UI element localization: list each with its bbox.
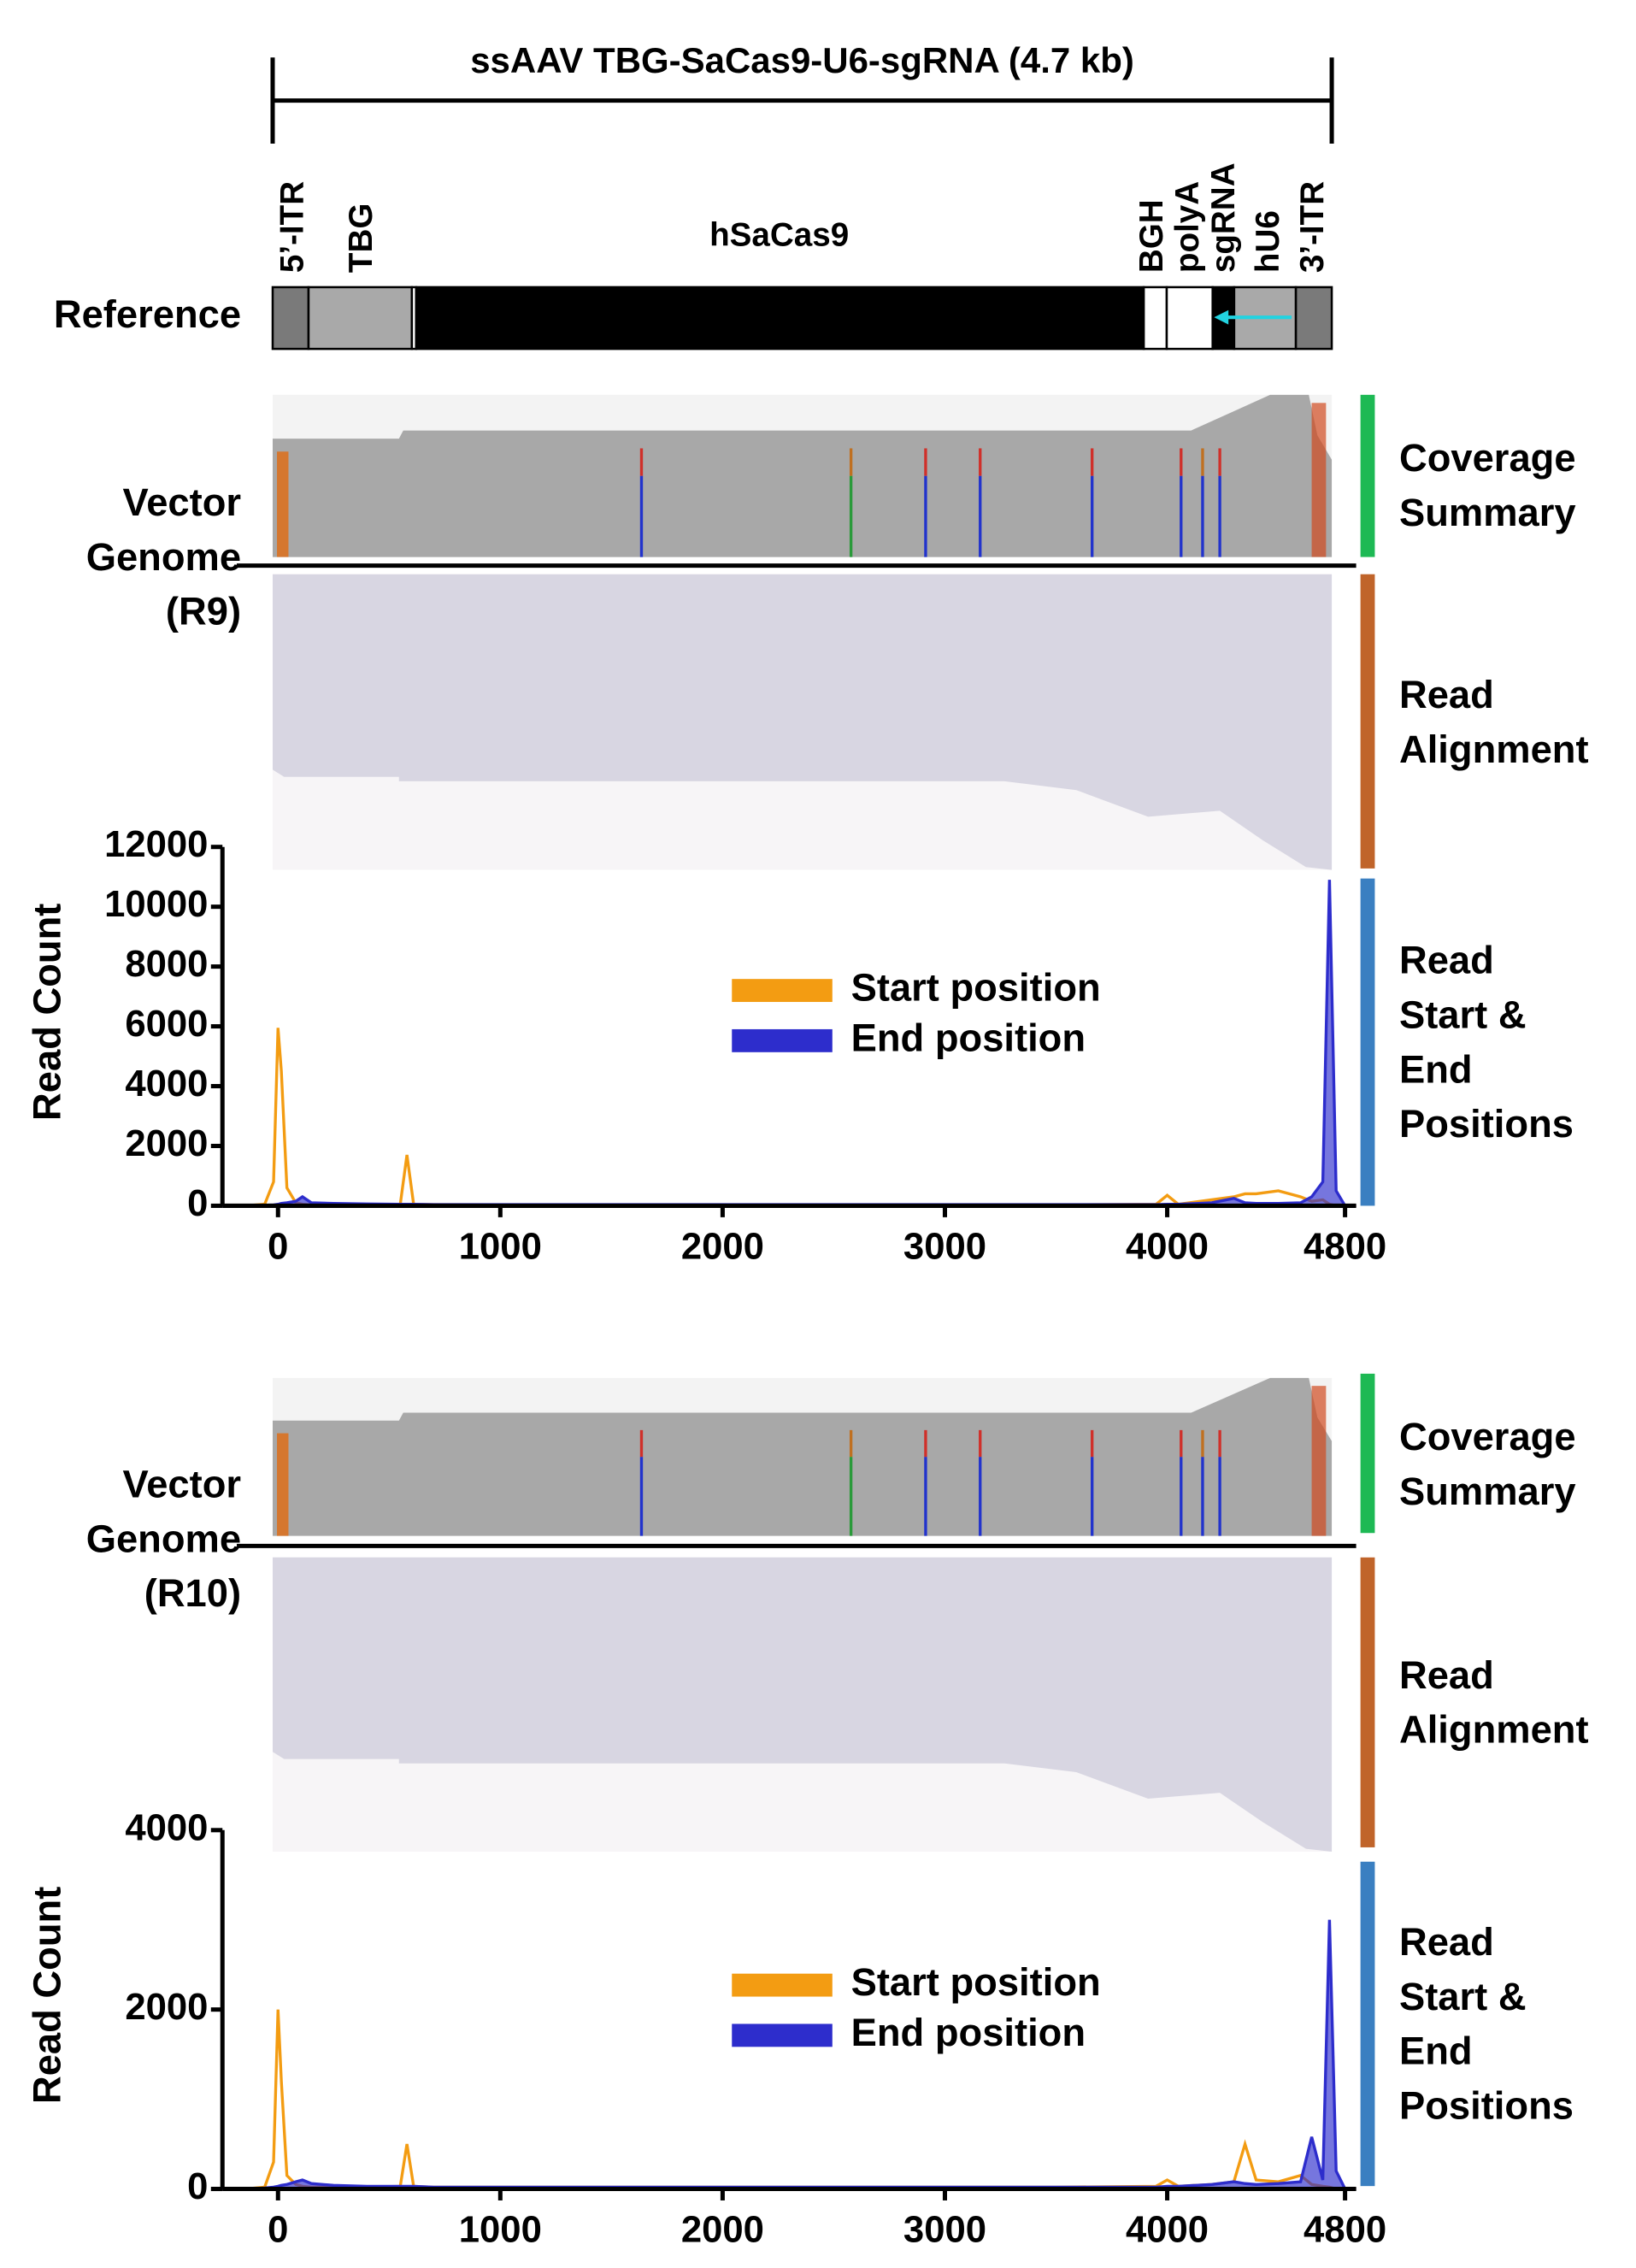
track-label: Read xyxy=(1399,1920,1494,1964)
coverage-edge xyxy=(1312,403,1327,557)
track-label: Summary xyxy=(1399,1470,1576,1513)
legend-swatch xyxy=(732,979,833,1002)
x-tick-label: 0 xyxy=(268,2208,288,2250)
feature-label: 5’-ITR xyxy=(274,181,310,273)
genome-label: Vector xyxy=(122,480,241,524)
y-tick-label: 2000 xyxy=(125,1122,208,1164)
legend-label: Start position xyxy=(851,966,1101,1010)
y-tick-label: 12000 xyxy=(104,823,208,865)
x-tick-label: 3000 xyxy=(903,2208,986,2250)
genome-label: (R10) xyxy=(144,1571,241,1615)
track-label: Positions xyxy=(1399,2083,1574,2127)
feature-label: sgRNA xyxy=(1205,162,1242,273)
x-tick-label: 4800 xyxy=(1304,2208,1386,2250)
genome-label: Genome xyxy=(86,1517,241,1560)
y-tick-label: 0 xyxy=(187,1182,208,1224)
series-line xyxy=(222,1028,1356,1205)
tbg xyxy=(309,287,412,349)
track-bar xyxy=(1361,1558,1375,1847)
reference-label: Reference xyxy=(54,292,241,336)
y-tick-label: 8000 xyxy=(125,943,208,985)
legend-label: End position xyxy=(851,2011,1086,2054)
track-bar xyxy=(1361,879,1375,1206)
y-axis-label: Read Count xyxy=(26,1887,69,2104)
x-tick-label: 2000 xyxy=(681,2208,764,2250)
track-bar xyxy=(1361,1862,1375,2186)
legend-swatch xyxy=(732,1029,833,1052)
feature-label: polyA xyxy=(1169,181,1206,273)
track-label: End xyxy=(1399,2029,1473,2073)
legend-label: End position xyxy=(851,1016,1086,1059)
x-tick-label: 4000 xyxy=(1126,1225,1209,1267)
x-tick-label: 4800 xyxy=(1304,1225,1386,1267)
hsacas9 xyxy=(416,287,1144,349)
x-tick-label: 1000 xyxy=(459,2208,542,2250)
x-tick-label: 0 xyxy=(268,1225,288,1267)
itr-5 xyxy=(273,287,309,349)
construct-title: ssAAV TBG-SaCas9-U6-sgRNA (4.7 kb) xyxy=(470,40,1134,80)
track-label: Alignment xyxy=(1399,1708,1589,1752)
coverage-edge xyxy=(277,451,288,557)
genome-label: Vector xyxy=(122,1462,241,1505)
coverage-edge xyxy=(1312,1386,1327,1535)
track-label: Coverage xyxy=(1399,1415,1576,1458)
track-label: Read xyxy=(1399,673,1494,716)
figure: ssAAV TBG-SaCas9-U6-sgRNA (4.7 kb) Refer… xyxy=(0,0,1636,2268)
y-tick-label: 0 xyxy=(187,2165,208,2207)
track-label: End xyxy=(1399,1047,1473,1091)
coverage-edge xyxy=(277,1434,288,1536)
y-tick-label: 4000 xyxy=(125,1806,208,1848)
track-label: Coverage xyxy=(1399,436,1576,480)
genome-label: Genome xyxy=(86,535,241,579)
feature-label: BGH xyxy=(1133,199,1170,273)
feature-label: hU6 xyxy=(1250,210,1286,273)
track-label: Start & xyxy=(1399,993,1527,1036)
y-axis-label: Read Count xyxy=(26,904,69,1121)
legend-swatch xyxy=(732,1974,833,1997)
track-label: Read xyxy=(1399,1653,1494,1697)
reference-map xyxy=(273,287,1332,349)
track-bar xyxy=(1361,574,1375,869)
genome-label: (R9) xyxy=(166,590,241,633)
feature-label: 3’-ITR xyxy=(1294,181,1331,273)
y-tick-label: 6000 xyxy=(125,1003,208,1045)
track-label: Alignment xyxy=(1399,728,1589,771)
track-label: Positions xyxy=(1399,1102,1574,1146)
itr-3 xyxy=(1296,287,1332,349)
track-label: Read xyxy=(1399,939,1494,982)
x-tick-label: 1000 xyxy=(459,1225,542,1267)
x-tick-label: 2000 xyxy=(681,1225,764,1267)
x-tick-label: 4000 xyxy=(1126,2208,1209,2250)
polya xyxy=(1167,287,1213,349)
y-tick-label: 4000 xyxy=(125,1063,208,1105)
track-label: Summary xyxy=(1399,491,1576,534)
track-bar xyxy=(1361,1374,1375,1533)
x-tick-label: 3000 xyxy=(903,1225,986,1267)
track-label: Start & xyxy=(1399,1975,1527,2018)
feature-label: TBG xyxy=(343,203,380,274)
feature-label: hSaCas9 xyxy=(709,216,849,253)
series-line xyxy=(222,1920,1356,2189)
track-bar xyxy=(1361,395,1375,557)
bgh xyxy=(1144,287,1167,349)
legend-swatch xyxy=(732,2024,833,2047)
y-tick-label: 2000 xyxy=(125,1986,208,2028)
y-tick-label: 10000 xyxy=(104,883,208,925)
legend-label: Start position xyxy=(851,1960,1101,2004)
